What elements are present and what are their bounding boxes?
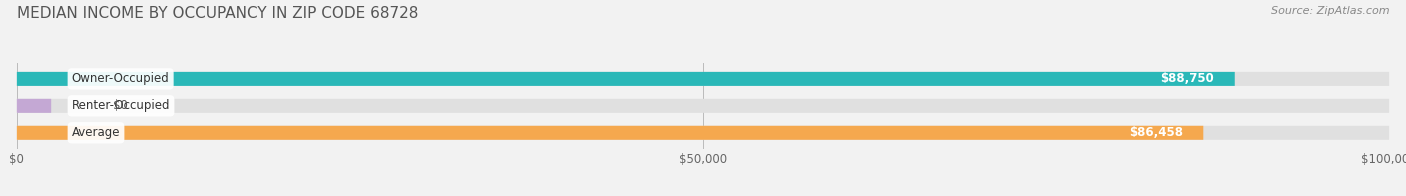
Text: Average: Average — [72, 126, 121, 139]
Text: Source: ZipAtlas.com: Source: ZipAtlas.com — [1271, 6, 1389, 16]
FancyBboxPatch shape — [17, 99, 51, 113]
FancyBboxPatch shape — [17, 72, 1389, 86]
Text: MEDIAN INCOME BY OCCUPANCY IN ZIP CODE 68728: MEDIAN INCOME BY OCCUPANCY IN ZIP CODE 6… — [17, 6, 418, 21]
Text: $88,750: $88,750 — [1160, 72, 1215, 85]
FancyBboxPatch shape — [17, 99, 1389, 113]
Text: Owner-Occupied: Owner-Occupied — [72, 72, 170, 85]
Text: Renter-Occupied: Renter-Occupied — [72, 99, 170, 112]
FancyBboxPatch shape — [17, 72, 1234, 86]
Text: $0: $0 — [112, 99, 128, 112]
FancyBboxPatch shape — [17, 126, 1204, 140]
FancyBboxPatch shape — [17, 126, 1389, 140]
Text: $86,458: $86,458 — [1129, 126, 1182, 139]
